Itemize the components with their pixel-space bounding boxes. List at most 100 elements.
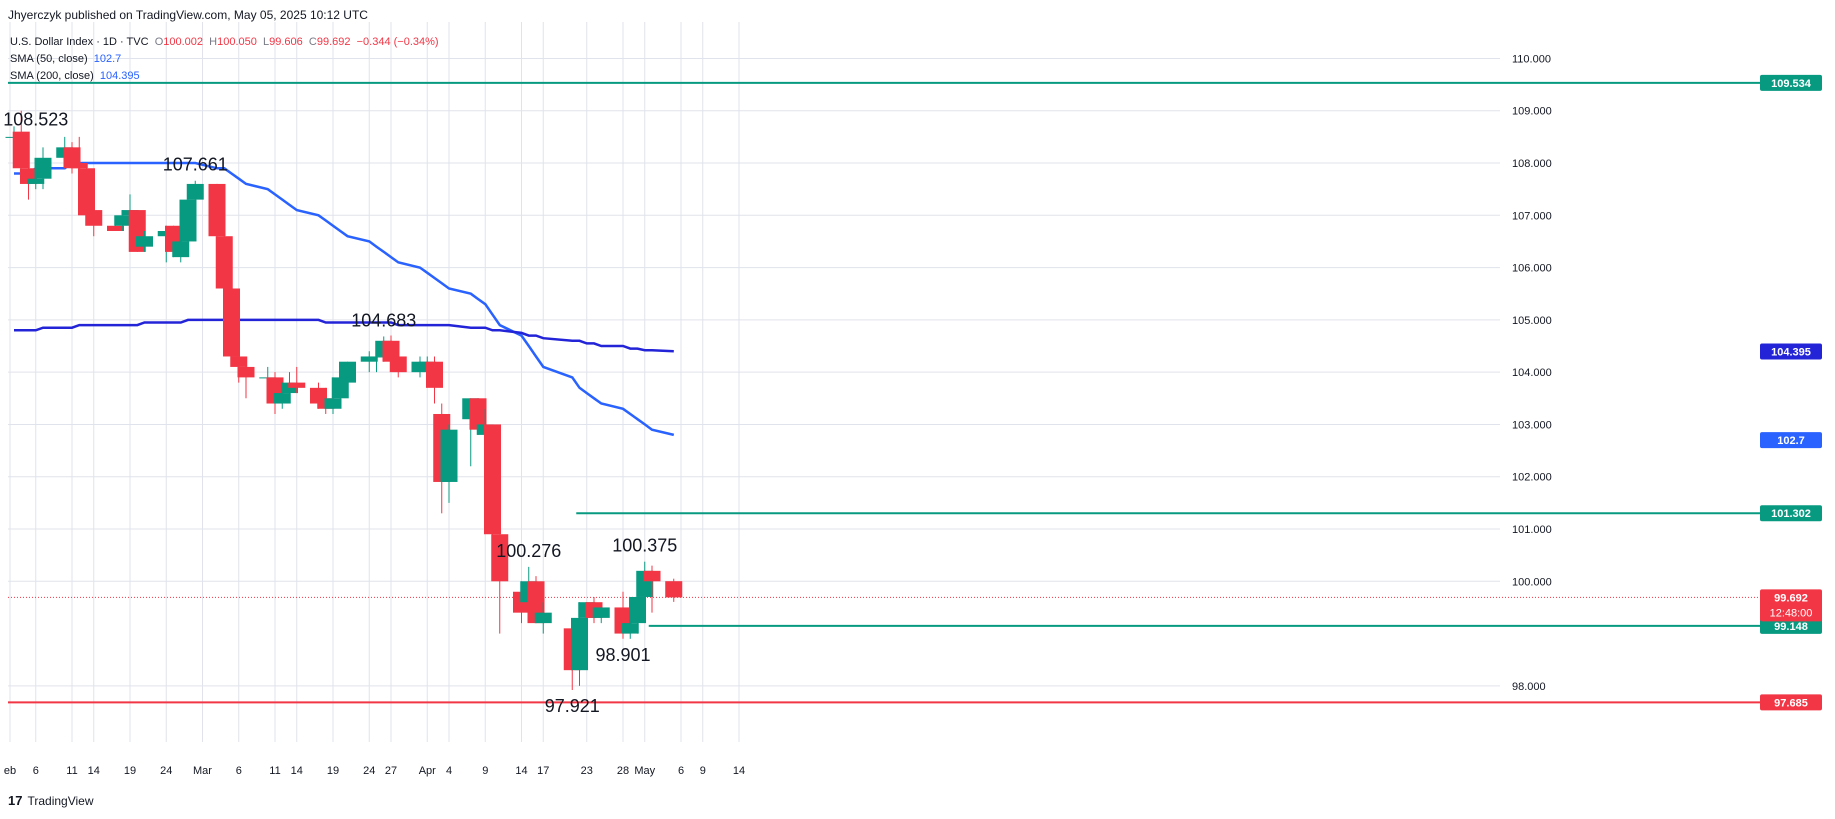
x-tick-label: 6 <box>33 765 39 777</box>
x-tick-label: 11 <box>66 765 77 777</box>
price-annotation: 97.921 <box>545 696 600 716</box>
candle-body <box>534 612 552 624</box>
close-label: C <box>308 36 317 48</box>
sma200-row[interactable]: SMA (200, close) 104.395 <box>10 68 439 85</box>
x-tick-label: 11 <box>269 765 280 777</box>
y-tick-label: 108.000 <box>1512 158 1552 170</box>
high-value: 100.050 <box>217 36 257 48</box>
candle-body <box>491 534 509 582</box>
price-tag <box>1760 589 1822 622</box>
time-axis[interactable]: eb 6 11 14 19 24 Mar 6 11 14 19 24 27 Apr 4 9 14 17 23 28 Ma… <box>4 765 745 777</box>
x-tick-label: 19 <box>124 765 136 777</box>
y-tick-label: 107.000 <box>1512 210 1552 222</box>
price-tag <box>1760 432 1822 449</box>
price-annotation: 100.276 <box>496 541 561 561</box>
candle-body <box>324 398 342 409</box>
sma200-line <box>14 318 674 353</box>
candle-body <box>12 131 30 169</box>
price-tag-label: 102.7 <box>1777 435 1805 447</box>
candle-body <box>208 183 226 237</box>
sma50-value: 102.7 <box>93 53 122 65</box>
chart-grid <box>8 22 1500 742</box>
sma50-row[interactable]: SMA (50, close) 102.7 <box>10 51 439 68</box>
level-tag <box>1760 74 1822 91</box>
candle-body <box>281 382 298 394</box>
candle-body <box>230 356 248 367</box>
price-tag-label: 99.692 <box>1774 592 1808 604</box>
low-value: 99.606 <box>269 36 303 48</box>
price-annotation: 98.901 <box>595 645 650 665</box>
candle-body <box>389 356 407 373</box>
x-tick-label: May <box>634 765 655 777</box>
sma50-label: SMA (50, close) <box>10 53 88 65</box>
close-value: 99.692 <box>316 36 351 48</box>
candle-body <box>273 393 291 404</box>
y-tick-label: 100.000 <box>1512 576 1552 588</box>
candle-body <box>331 377 349 399</box>
sma50-line <box>14 161 675 437</box>
candle-body <box>360 356 378 362</box>
candle-body <box>136 236 153 247</box>
x-tick-label: 14 <box>291 765 303 777</box>
countdown-label: 12:48:00 <box>1770 607 1813 619</box>
candle-body <box>621 623 639 634</box>
level-tag <box>1760 694 1822 711</box>
candle-body <box>288 382 306 388</box>
open-value: 100.002 <box>163 36 204 48</box>
sma200-label: SMA (200, close) <box>10 70 94 82</box>
price-tag <box>1760 343 1822 360</box>
candle-body <box>107 225 124 231</box>
candle-body <box>643 570 661 582</box>
candle-body <box>571 617 588 671</box>
level-tag <box>1760 505 1822 522</box>
y-tick-label: 110.000 <box>1512 53 1551 65</box>
chart-legend: U.S. Dollar Index · 1D · TVC O100.002 H1… <box>10 34 439 85</box>
symbol-name[interactable]: U.S. Dollar Index · 1D · TVC <box>10 36 149 48</box>
change-value: −0.344 (−0.34%) <box>356 36 439 48</box>
candle-body <box>440 429 458 482</box>
y-tick-label: 104.000 <box>1512 367 1552 379</box>
price-annotations: 108.523 107.661 104.683 100.276 100.375 98.90… <box>3 110 677 716</box>
tradingview-logo-icon: 17 <box>8 793 23 808</box>
sma200-value: 104.395 <box>99 70 140 82</box>
x-tick-label: 6 <box>678 765 684 777</box>
x-tick-label: 9 <box>700 765 706 777</box>
candle-body <box>27 178 45 184</box>
level-tag-label: 99.148 <box>1774 621 1808 633</box>
y-tick-label: 102.000 <box>1512 472 1552 484</box>
candle-body <box>85 210 103 226</box>
moving-averages <box>14 161 675 437</box>
candlesticks <box>5 110 683 690</box>
candle-body <box>78 168 95 216</box>
low-label: L <box>262 36 270 48</box>
candle-body <box>368 356 385 358</box>
candle-body <box>484 424 501 535</box>
x-tick-label: 4 <box>446 765 452 777</box>
price-axis[interactable]: 110.000 109.000 108.000 107.000 106.000 105.0… <box>1512 53 1552 692</box>
x-tick-label: eb <box>4 765 16 777</box>
price-tags: 109.534 101.302 99.148 97.685 104.395 102.7 99… <box>1760 74 1822 711</box>
candle-body <box>172 241 190 258</box>
y-tick-label: 105.000 <box>1512 315 1552 327</box>
candle-body <box>34 157 52 179</box>
price-tag-label: 104.395 <box>1771 347 1811 359</box>
level-tag-label: 101.302 <box>1771 508 1811 520</box>
x-tick-label: 6 <box>236 765 242 777</box>
y-tick-label: 103.000 <box>1512 419 1552 431</box>
publish-info: Jhyerczyk published on TradingView.com, … <box>8 8 368 22</box>
x-tick-label: 19 <box>327 765 339 777</box>
candle-body <box>179 199 197 242</box>
ohlc-row: U.S. Dollar Index · 1D · TVC O100.002 H1… <box>10 34 439 51</box>
x-tick-label: Mar <box>193 765 212 777</box>
x-tick-label: 17 <box>537 765 549 777</box>
horizontal-levels <box>8 81 1760 704</box>
candle-body <box>237 366 255 378</box>
y-tick-label: 106.000 <box>1512 263 1552 275</box>
x-tick-label: 14 <box>515 765 527 777</box>
chart-footer[interactable]: 17 TradingView <box>8 793 94 808</box>
x-tick-label: 24 <box>160 765 172 777</box>
chart-header: Jhyerczyk published on TradingView.com, … <box>0 0 1835 22</box>
y-tick-label: 101.000 <box>1512 524 1552 536</box>
level-tag-label: 97.685 <box>1774 697 1808 709</box>
